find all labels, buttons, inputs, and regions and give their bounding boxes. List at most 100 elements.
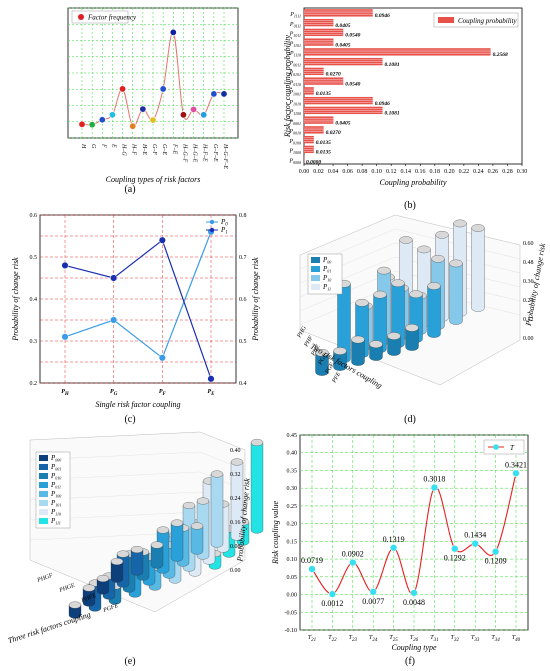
x-tick-label-a: G–E	[161, 144, 167, 155]
x-tick-label-c: PG	[110, 389, 118, 397]
category-label-e: PGFE	[102, 603, 120, 614]
data-point-c	[110, 316, 118, 324]
bar-value-label-b: 0.0946	[375, 101, 390, 107]
x-tick-label-a: H–G–F	[181, 143, 187, 163]
y-tick-label-b: P1010	[288, 100, 301, 107]
legend-marker-e	[39, 509, 48, 515]
y-left-tick-label-c: 0.5	[30, 255, 38, 261]
cylinder-bar-e	[96, 578, 110, 595]
x-tick-label-a: F–E	[171, 143, 177, 155]
chart-d: P00P01P10P110.000.120.240.360.480.60Prob…	[296, 214, 547, 390]
data-point-c	[61, 261, 69, 269]
legend-marker-e	[39, 482, 48, 488]
data-point-f	[349, 558, 357, 567]
y-tick-label-f: 0.15	[287, 539, 298, 545]
data-point-f	[471, 540, 479, 548]
bar-value-label-b: 0.0540	[345, 33, 360, 39]
data-point-c	[207, 375, 215, 383]
legend-label-f: T	[510, 444, 515, 452]
x-tick-label-a: H	[80, 143, 86, 149]
z-tick-label-d: 0.24	[523, 298, 534, 304]
data-label-f: 0.0902	[342, 550, 364, 559]
chart-a: H G F E H–G H–F H–E G–F G–E F–E H–G–F H–G–E H–F–E G–F…	[67, 7, 239, 184]
x-tick-label-a: G–F–E	[212, 144, 218, 162]
cylinder-bar-e	[250, 442, 264, 534]
cylinder-bar-e-top	[82, 584, 96, 592]
x-tick-label-b: 0.04	[328, 169, 339, 175]
y-tick-label-b: P1000	[288, 149, 301, 156]
x-tick-label-b: 0.28	[502, 169, 513, 175]
x-tick-label-a: G–F	[151, 144, 157, 155]
y-left-tick-label-c: 0.4	[30, 297, 38, 303]
data-label-f: 0.1209	[485, 557, 507, 566]
data-point-c	[158, 354, 166, 362]
data-label-f: 0.3421	[505, 460, 527, 469]
y-right-tick-label-c: 0.7	[239, 255, 247, 261]
y-tick-label-b: P1100	[289, 110, 301, 117]
x-tick-label-f: T21	[308, 635, 316, 643]
cylinder-bar-d-top	[405, 324, 419, 332]
cylinder-bar-d-top	[373, 290, 387, 299]
cylinder-bar-e-top	[130, 545, 144, 554]
category-label-d: PFE	[331, 371, 342, 385]
x-tick-label-c: PH	[61, 389, 70, 397]
y-tick-label-f: 0.30	[287, 486, 298, 492]
x-tick-label-b: 0.10	[371, 169, 382, 175]
legend-label-b: Coupling probability	[458, 17, 518, 25]
y-tick-label-f: 0.20	[287, 522, 298, 528]
legend-label-e: P001	[50, 463, 61, 472]
y-axis-title-left-c: Probability of change risk	[11, 257, 20, 342]
x-tick-label-a: F	[100, 143, 106, 148]
cylinder-bar-d-top	[417, 245, 431, 254]
z-tick-label-d: 0.48	[523, 260, 534, 266]
x-axis-title-c: Single risk factor coupling	[95, 400, 180, 409]
cylinder-bar-d-top	[449, 259, 463, 268]
legend-box-a	[71, 10, 129, 24]
z-tick-label-e: 0.24	[230, 496, 241, 502]
cylinder-bar-e-top	[250, 438, 264, 447]
y-axis-title-right-c: Probability of change risk	[251, 257, 260, 342]
data-label-f: 0.1434	[464, 531, 486, 540]
y-right-tick-label-c: 0.8	[239, 213, 247, 219]
data-point-a	[149, 116, 157, 124]
legend-marker-e	[39, 518, 48, 524]
bar-value-label-b: 0.0405	[335, 42, 350, 48]
z-tick-label-e: 0.32	[230, 472, 241, 478]
cylinder-bar-d-top	[453, 219, 467, 228]
y-tick-label-b: P0000	[288, 158, 301, 165]
x-tick-label-b: 0.30	[517, 169, 528, 175]
x-tick-label-b: 0.18	[430, 169, 441, 175]
x-tick-label-f: T40	[512, 635, 521, 643]
chart-f: -0.10 -0.05 0.00 0.05 0.10 0.15 0.20 0.25 0.30 0.…	[271, 433, 529, 652]
x-axis-title-a: Coupling types of risk factors	[106, 175, 201, 184]
x-axis-title-e: Three risk factors coupling	[7, 610, 92, 645]
y-tick-label-f: 0.40	[287, 451, 298, 457]
data-point-c	[110, 274, 118, 282]
x-tick-label-f: T33	[471, 635, 480, 643]
y-right-tick-label-c: 0.5	[239, 339, 247, 345]
cylinder-bar-d	[427, 285, 441, 338]
category-label-d: PGE	[324, 362, 336, 376]
legend-marker-c	[209, 219, 215, 225]
legend-label-e: P110	[50, 508, 61, 517]
cylinder-bar-e	[68, 604, 82, 619]
x-tick-label-b: 0.02	[313, 169, 324, 175]
data-label-f: 0.1319	[383, 535, 405, 544]
y-tick-label-b: P0110	[289, 80, 301, 87]
data-point-a	[169, 28, 177, 36]
category-label-e: PHGE	[58, 583, 76, 595]
panel-label-b: (b)	[404, 200, 416, 211]
legend-label-c: P1	[220, 226, 228, 236]
y-tick-label-f: 0.25	[287, 504, 298, 510]
legend-marker-e	[39, 500, 48, 506]
bar-value-label-b: 0.1081	[385, 111, 400, 117]
cylinder-bar-d-top	[387, 332, 401, 340]
cylinder-bar-e	[190, 525, 204, 555]
panel-label-e: (e)	[124, 656, 135, 667]
cylinder-bar-d	[471, 227, 485, 312]
y-tick-label-b: P0011	[289, 61, 301, 68]
cylinder-bar-d-top	[333, 347, 347, 355]
panel-label-d: (d)	[404, 414, 416, 425]
cylinder-bar-d-top	[377, 266, 391, 275]
bar-value-label-b: 0.0946	[375, 13, 390, 19]
